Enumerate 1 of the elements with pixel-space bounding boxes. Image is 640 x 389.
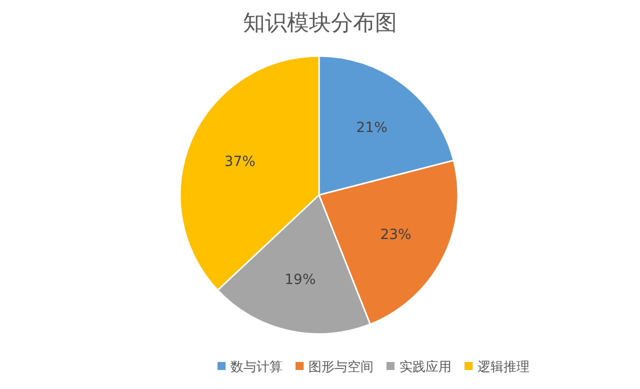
title: 知识模块分布图	[243, 11, 397, 36]
